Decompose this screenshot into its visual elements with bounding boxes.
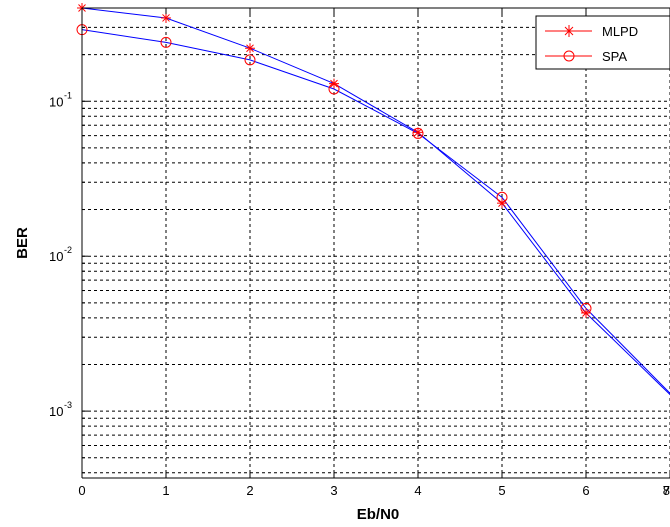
- x-tick-label: 7: [663, 483, 670, 498]
- y-tick-base: 10: [49, 249, 63, 264]
- legend-label-spa: SPA: [602, 49, 627, 64]
- y-tick-label: 10 -1: [49, 90, 72, 109]
- y-tick-exponent: -3: [64, 400, 72, 410]
- series-lines: [81, 7, 670, 396]
- y-tick-label: 10 -3: [49, 400, 72, 419]
- legend-label-mlpd: MLPD: [602, 24, 638, 39]
- data-point-spa: [412, 127, 424, 139]
- series-markers: [76, 3, 592, 318]
- data-point-spa: [580, 302, 592, 314]
- x-axis-label: Eb/N0: [357, 506, 400, 523]
- y-tick-base: 10: [49, 94, 63, 109]
- data-point-mlpd: [413, 127, 423, 138]
- y-tick-label: 10 -2: [49, 245, 72, 264]
- x-tick-label: 1: [162, 483, 169, 498]
- x-tick-label: 8: [663, 483, 670, 498]
- legend-marker-spa: [563, 50, 575, 62]
- y-tick-base: 10: [49, 404, 63, 419]
- data-point-spa: [160, 36, 172, 48]
- legend: MLPD SPA: [535, 15, 670, 70]
- series-line-mlpd: [81, 7, 670, 396]
- legend-marker-mlpd: [563, 25, 575, 37]
- series-line-spa: [81, 29, 670, 394]
- x-tick-label: 3: [330, 483, 337, 498]
- y-axis-label: BER: [14, 227, 31, 259]
- x-tick-label: 5: [498, 483, 505, 498]
- data-point-spa: [328, 83, 340, 95]
- data-point-spa: [244, 54, 256, 66]
- y-tick-labels: 10-110-210-3: [49, 90, 72, 419]
- plot-area: [82, 8, 670, 478]
- y-tick-exponent: -2: [64, 245, 72, 255]
- data-point-mlpd: [497, 198, 507, 209]
- x-tick-label: 2: [246, 483, 253, 498]
- x-tick-label: 0: [78, 483, 85, 498]
- y-tick-exponent: -1: [64, 90, 72, 100]
- data-point-mlpd: [245, 43, 255, 54]
- legend-box: [535, 15, 670, 70]
- data-point-mlpd: [161, 12, 171, 23]
- x-tick-label: 4: [414, 483, 421, 498]
- axis-ticks: [81, 7, 670, 478]
- x-tick-labels: 0 1 2 3 4 5 6 78: [78, 483, 670, 498]
- x-tick-label: 6: [582, 483, 589, 498]
- data-point-spa: [496, 191, 508, 203]
